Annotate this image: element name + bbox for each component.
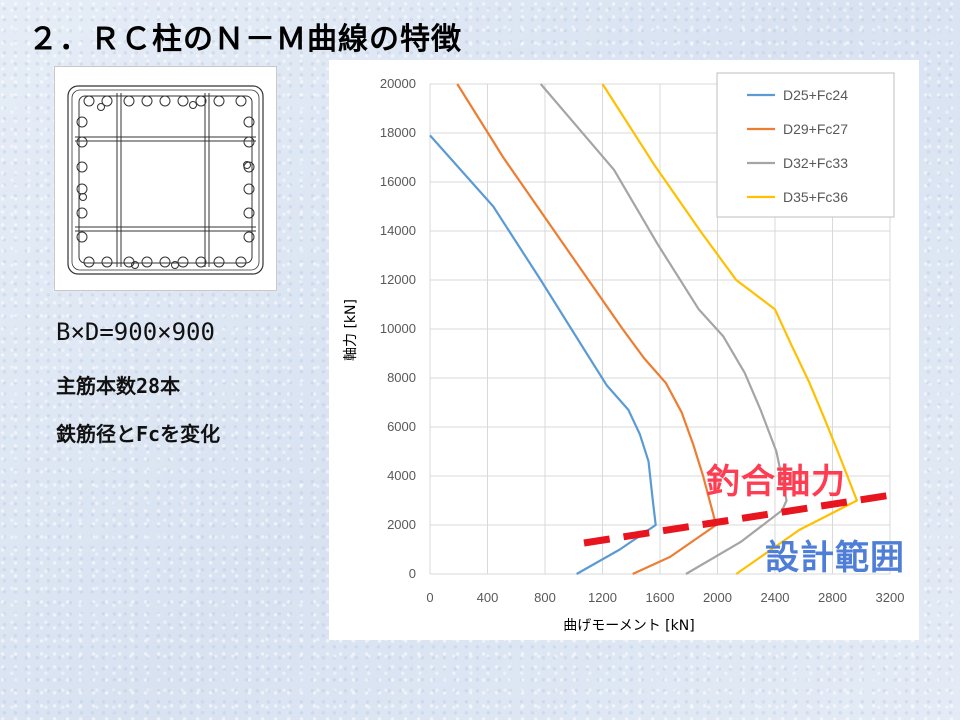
variation-note: 鉄筋径とFcを変化	[56, 422, 221, 446]
legend-entry: D32+Fc33	[783, 155, 848, 171]
x-tick-label: 1200	[588, 590, 617, 605]
hoop-ties	[75, 93, 256, 267]
rebar	[235, 95, 247, 107]
y-tick-label: 12000	[380, 272, 416, 287]
x-tick-label: 0	[426, 590, 433, 605]
y-tick-label: 6000	[387, 419, 416, 434]
rebar	[243, 183, 255, 195]
rebar	[76, 231, 88, 243]
legend-box	[716, 72, 895, 218]
legend-entry: D25+Fc24	[783, 87, 848, 103]
rebar	[123, 95, 135, 107]
y-tick-label: 2000	[387, 517, 416, 532]
rebar	[141, 95, 153, 107]
balance-axial-label: 釣合軸力	[706, 462, 846, 502]
slide-title: ２．ＲＣ柱のＮ－Ｍ曲線の特徴	[28, 22, 462, 57]
y-tick-label: 20000	[380, 76, 416, 91]
section-outline	[67, 85, 264, 275]
rebar	[243, 136, 255, 148]
x-tick-label: 1600	[646, 590, 675, 605]
rebar	[243, 207, 255, 219]
y-tick-label: 10000	[380, 321, 416, 336]
x-axis-title: 曲げモーメント [kN]	[563, 618, 694, 634]
chart-legend: D25+Fc24 D29+Fc27 D32+Fc33 D35+Fc36	[716, 72, 895, 218]
rebar	[243, 161, 251, 169]
rebar	[83, 256, 95, 268]
x-tick-label: 3200	[876, 590, 905, 605]
rebar	[235, 256, 247, 268]
x-tick-label: 2800	[818, 590, 847, 605]
main-bar-count: 主筋本数28本	[56, 374, 181, 398]
legend-entry: D35+Fc36	[783, 189, 848, 205]
rebar	[101, 95, 113, 107]
rebar	[101, 256, 113, 268]
rebar	[195, 95, 207, 107]
rebar	[213, 95, 225, 107]
rebar	[83, 95, 95, 107]
rebar	[243, 116, 255, 128]
axis-ticks: 0200040006000800010000120001400016000180…	[380, 76, 905, 605]
column-cross-section-drawing	[67, 85, 264, 275]
y-axis-title: 軸力 [kN]	[343, 299, 359, 361]
y-tick-label: 4000	[387, 468, 416, 483]
rebar	[213, 256, 225, 268]
rebar	[141, 256, 153, 268]
legend-entry: D29+Fc27	[783, 121, 848, 137]
rebar	[195, 256, 207, 268]
rebar	[97, 103, 105, 111]
y-tick-label: 0	[409, 566, 416, 581]
rebar	[171, 261, 179, 269]
rebar	[177, 95, 189, 107]
x-tick-label: 2000	[703, 590, 732, 605]
rebar	[76, 116, 88, 128]
y-tick-label: 8000	[387, 370, 416, 385]
y-tick-label: 16000	[380, 174, 416, 189]
x-tick-label: 400	[477, 590, 499, 605]
rebar	[79, 193, 87, 201]
y-tick-label: 18000	[380, 125, 416, 140]
rebar	[131, 261, 139, 269]
rebar	[177, 256, 189, 268]
x-tick-label: 800	[534, 590, 556, 605]
section-dimensions: B×D=900×900	[56, 318, 215, 346]
main-rebars	[76, 95, 255, 269]
y-tick-label: 14000	[380, 223, 416, 238]
rebar	[159, 256, 171, 268]
x-tick-label: 2400	[761, 590, 790, 605]
rebar	[76, 136, 88, 148]
rebar	[243, 231, 255, 243]
series-line-1	[429, 134, 657, 575]
rebar	[189, 101, 197, 109]
rebar	[76, 207, 88, 219]
rebar	[76, 161, 88, 173]
rebar	[159, 95, 171, 107]
column-section-figure	[54, 66, 277, 291]
design-range-label: 設計範囲	[765, 538, 905, 578]
